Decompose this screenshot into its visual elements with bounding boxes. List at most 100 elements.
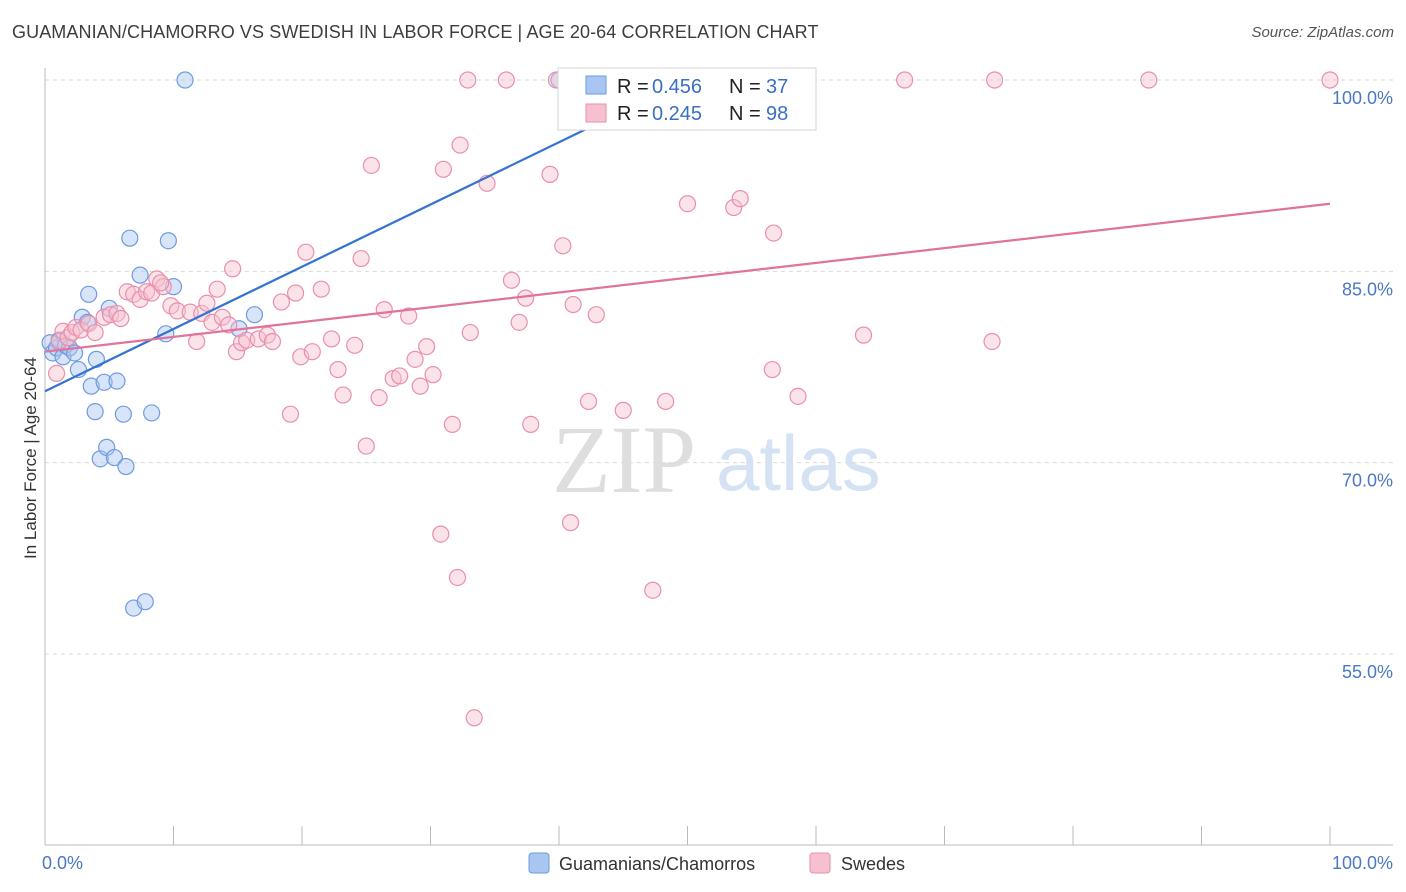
stats-n-label-2: N = bbox=[729, 103, 761, 125]
x-tick-label-max: 100.0% bbox=[1332, 853, 1393, 873]
swede-point-55 bbox=[406, 350, 424, 368]
swede-point-40 bbox=[297, 243, 315, 261]
swede-point-27 bbox=[208, 280, 226, 298]
swede-point-73 bbox=[564, 295, 582, 314]
guamanian-point-31 bbox=[176, 71, 194, 89]
swede-point-69 bbox=[516, 289, 535, 307]
guamanian-point-11 bbox=[80, 285, 98, 303]
y-tick-label-0: 100.0% bbox=[1332, 88, 1393, 108]
swede-trend-line bbox=[44, 202, 1331, 353]
guamanian-point-33 bbox=[245, 306, 264, 324]
swede-point-74 bbox=[579, 392, 598, 411]
swede-point-46 bbox=[346, 336, 364, 354]
data-points bbox=[41, 71, 1339, 727]
swede-point-25 bbox=[198, 294, 216, 312]
series-legend: Guamanians/Chamorros Swedes bbox=[528, 852, 905, 874]
guamanian-point-22 bbox=[117, 457, 135, 476]
guamanian-point-23 bbox=[121, 229, 139, 247]
swede-point-41 bbox=[303, 343, 321, 361]
swede-point-93 bbox=[497, 71, 515, 89]
swede-point-81 bbox=[731, 190, 749, 208]
stats-r-label-2: R = bbox=[617, 103, 649, 125]
watermark: ZIP atlas bbox=[552, 406, 881, 513]
x-tick-label-min: 0.0% bbox=[42, 853, 83, 873]
stats-r-value-2: 0.245 bbox=[652, 103, 702, 125]
swede-point-48 bbox=[357, 437, 375, 455]
legend-swatch-guamanians bbox=[528, 852, 550, 874]
swede-point-92 bbox=[459, 71, 477, 89]
swede-point-10 bbox=[101, 306, 120, 324]
swede-point-61 bbox=[443, 415, 461, 433]
stats-r-label-1: R = bbox=[617, 76, 649, 98]
gridlines bbox=[45, 79, 1393, 655]
y-tick-label-2: 70.0% bbox=[1342, 471, 1393, 491]
swede-point-63 bbox=[451, 136, 469, 154]
guamanian-point-19 bbox=[105, 448, 123, 467]
swede-point-44 bbox=[329, 360, 347, 379]
legend-label-swedes: Swedes bbox=[841, 854, 905, 874]
swede-point-62 bbox=[448, 568, 467, 587]
swede-point-57 bbox=[418, 337, 436, 356]
swede-point-87 bbox=[983, 332, 1001, 351]
swede-point-58 bbox=[424, 366, 442, 384]
swede-point-49 bbox=[362, 156, 380, 175]
guamanian-point-9 bbox=[73, 308, 91, 326]
swede-point-67 bbox=[502, 271, 521, 289]
swede-point-0 bbox=[47, 364, 66, 382]
trend-lines bbox=[44, 79, 1331, 393]
legend-swatch-swedes bbox=[809, 852, 831, 874]
swede-point-77 bbox=[644, 581, 662, 599]
swede-point-72 bbox=[561, 514, 580, 532]
guamanian-point-14 bbox=[87, 350, 106, 368]
swede-point-43 bbox=[322, 330, 341, 348]
chart-source: Source: ZipAtlas.com bbox=[1251, 24, 1394, 41]
swede-point-42 bbox=[312, 280, 330, 298]
swede-point-33 bbox=[249, 330, 267, 348]
swede-point-64 bbox=[461, 323, 479, 342]
swede-point-30 bbox=[227, 343, 246, 361]
swede-point-12 bbox=[112, 309, 130, 328]
stats-r-value-1: 0.456 bbox=[652, 76, 702, 98]
swede-point-37 bbox=[281, 405, 300, 423]
swede-point-21 bbox=[168, 302, 186, 320]
x-ticks bbox=[44, 826, 1331, 845]
stats-n-value-2: 98 bbox=[766, 103, 788, 125]
swede-point-88 bbox=[986, 71, 1004, 89]
swede-point-82 bbox=[763, 360, 781, 379]
y-axis-title: In Labor Force | Age 20-64 bbox=[21, 357, 40, 559]
swede-point-47 bbox=[352, 249, 370, 268]
guamanian-point-27 bbox=[143, 404, 161, 422]
swede-point-95 bbox=[522, 415, 540, 433]
stats-n-label-1: N = bbox=[729, 76, 761, 98]
swede-point-89 bbox=[1140, 71, 1158, 89]
swede-point-84 bbox=[789, 387, 807, 405]
swede-point-65 bbox=[465, 709, 483, 727]
swede-point-68 bbox=[510, 313, 528, 331]
legend-label-guamanians: Guamanians/Chamorros bbox=[559, 854, 755, 874]
swede-point-78 bbox=[657, 392, 675, 411]
stats-legend: R = 0.456 N = 37 R = 0.245 N = 98 bbox=[557, 67, 817, 131]
swede-point-71 bbox=[554, 237, 572, 255]
swede-point-86 bbox=[896, 71, 914, 89]
swede-point-35 bbox=[263, 332, 282, 351]
watermark-atlas: atlas bbox=[716, 419, 881, 507]
swede-point-75 bbox=[587, 306, 605, 324]
swede-point-53 bbox=[391, 367, 409, 385]
y-tick-label-3: 55.0% bbox=[1342, 662, 1393, 682]
swede-point-45 bbox=[334, 386, 352, 404]
guamanian-point-16 bbox=[95, 373, 113, 391]
stats-n-value-1: 37 bbox=[766, 76, 788, 98]
guamanian-point-21 bbox=[114, 405, 132, 423]
swede-point-96 bbox=[224, 260, 242, 278]
guamanian-point-13 bbox=[86, 403, 104, 421]
swede-point-36 bbox=[272, 293, 291, 311]
swede-point-7 bbox=[80, 315, 98, 333]
swede-point-8 bbox=[86, 323, 104, 342]
swede-point-59 bbox=[432, 525, 450, 543]
swede-point-90 bbox=[1321, 71, 1339, 89]
guamanian-point-20 bbox=[108, 372, 126, 390]
swede-point-70 bbox=[541, 165, 559, 183]
swede-point-50 bbox=[370, 389, 388, 407]
swede-point-29 bbox=[220, 316, 238, 334]
